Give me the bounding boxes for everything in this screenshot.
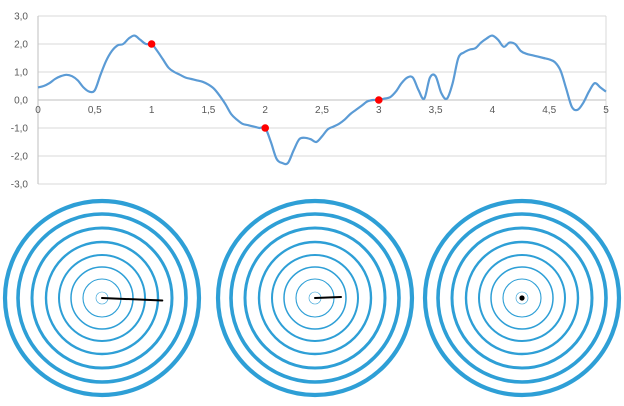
x-tick-label: 1 — [149, 105, 155, 116]
target-ring — [257, 240, 373, 356]
target-ring — [464, 240, 580, 356]
x-tick-label: 0 — [35, 105, 41, 116]
target-ring — [44, 240, 160, 356]
target-ring — [450, 226, 594, 370]
data-point-marker — [147, 40, 156, 48]
x-tick-label: 3 — [376, 105, 382, 116]
target-dial — [2, 198, 202, 398]
y-tick-label: -1,0 — [11, 124, 29, 135]
y-tick-labels: 3,0 2,0 1,0 0,0 -1,0 -2,0 -3,0 — [11, 12, 29, 191]
target-dial — [215, 198, 415, 398]
target-ring — [16, 212, 188, 384]
target-ring — [30, 226, 174, 370]
target-ring — [422, 198, 622, 398]
x-tick-label: 2,5 — [315, 105, 329, 116]
target-ring — [478, 254, 566, 342]
x-tick-label: 1,5 — [201, 105, 215, 116]
markers — [147, 40, 383, 132]
grid-lines — [38, 15, 607, 185]
target-ring — [215, 198, 415, 398]
target-ring — [229, 212, 401, 384]
x-tick-label: 4 — [490, 105, 496, 116]
data-point-marker — [261, 124, 270, 132]
x-tick-label: 2 — [262, 105, 268, 116]
x-tick-label: 4,5 — [542, 105, 556, 116]
y-tick-label: 0,0 — [14, 96, 28, 107]
target-ring — [490, 266, 554, 330]
dials — [2, 198, 622, 398]
series-line — [37, 34, 607, 166]
x-tick-labels: 0 0,5 1 1,5 2 2,5 3 3,5 4 4,5 5 — [35, 105, 609, 116]
target-ring — [58, 254, 146, 342]
target-ring — [502, 278, 542, 318]
target-ring — [436, 212, 608, 384]
y-tick-label: 3,0 — [14, 12, 28, 23]
y-tick-label: 2,0 — [14, 40, 28, 51]
y-tick-label: -3,0 — [11, 180, 29, 191]
target-ring — [243, 226, 387, 370]
y-tick-label: 1,0 — [14, 68, 28, 79]
x-tick-label: 0,5 — [88, 105, 102, 116]
chart: 3,0 2,0 1,0 0,0 -1,0 -2,0 -3,0 0 0,5 1 1,5 2 2,5 3 3,… — [11, 12, 609, 191]
y-tick-label: -2,0 — [11, 152, 29, 163]
target-ring — [271, 254, 359, 342]
data-point-marker — [375, 96, 383, 104]
center-dot — [519, 295, 525, 301]
target-ring — [515, 291, 529, 305]
x-tick-label: 3,5 — [429, 105, 443, 116]
needle — [314, 296, 342, 299]
target-dial — [422, 198, 622, 398]
target-ring — [70, 266, 134, 330]
target-ring — [2, 198, 202, 398]
x-tick-label: 5 — [603, 105, 609, 116]
needle — [101, 297, 164, 302]
target-ring — [283, 266, 347, 330]
